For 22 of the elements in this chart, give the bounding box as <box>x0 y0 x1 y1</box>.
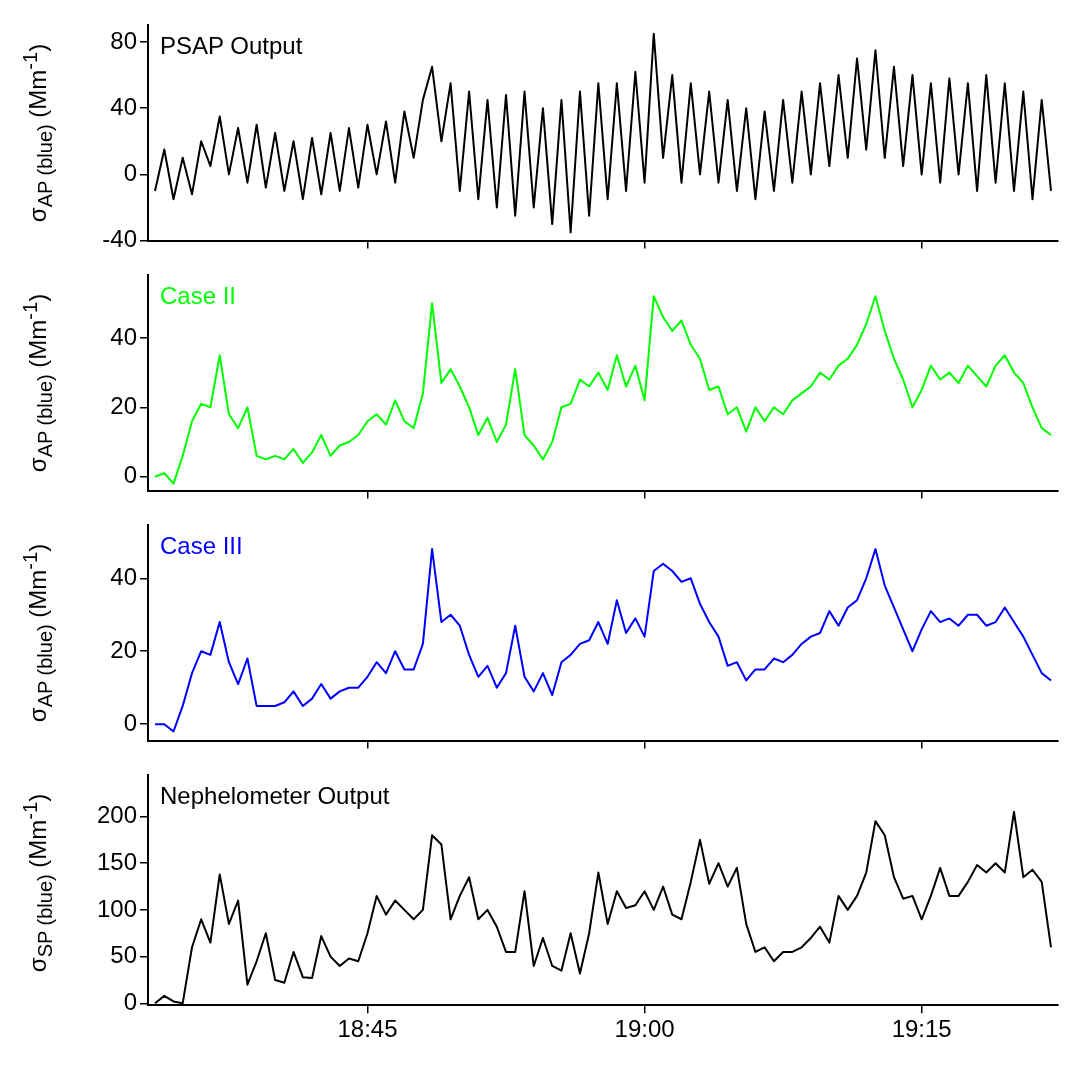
y-tick-label: 20 <box>110 391 137 419</box>
x-tick-label: 19:00 <box>614 1015 675 1043</box>
y-tick-label: 80 <box>110 26 137 54</box>
y-tick-label: 0 <box>123 708 137 736</box>
y-tick-label: -40 <box>102 225 137 253</box>
y-tick-label: 200 <box>96 801 137 829</box>
y-tick-label: 0 <box>123 159 137 187</box>
y-tick-label: 40 <box>110 322 137 350</box>
y-tick-label: 50 <box>110 941 137 969</box>
y-tick-label: 100 <box>96 894 137 922</box>
text: Case III <box>160 532 243 560</box>
text: Nephelometer Output <box>160 782 390 810</box>
y-tick-label: 0 <box>123 461 137 489</box>
x-tick-label: 18:45 <box>337 1015 398 1043</box>
text: PSAP Output <box>160 32 303 60</box>
text: Case II <box>160 282 237 310</box>
y-tick-label: 20 <box>110 635 137 663</box>
y-tick-label: 0 <box>123 987 137 1015</box>
x-tick-label: 19:15 <box>891 1015 952 1043</box>
y-tick-label: 40 <box>110 92 137 120</box>
y-tick-label: 40 <box>110 562 137 590</box>
y-tick-label: 150 <box>96 847 137 875</box>
